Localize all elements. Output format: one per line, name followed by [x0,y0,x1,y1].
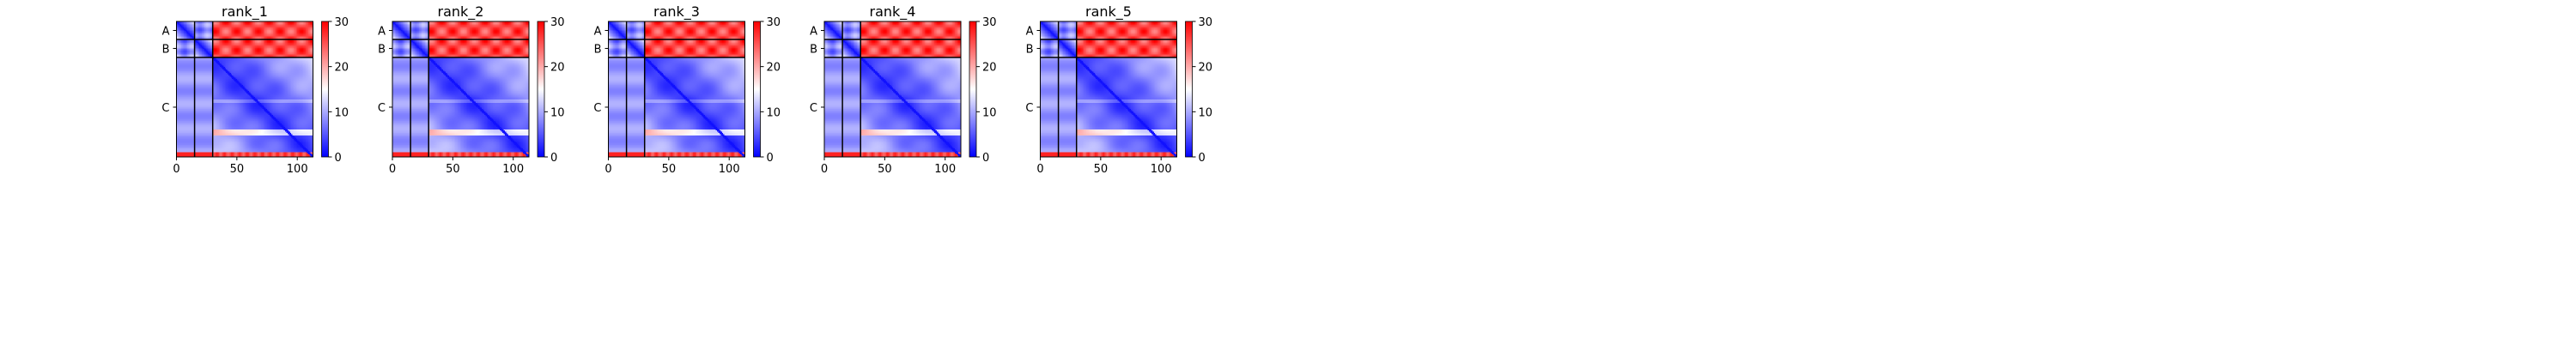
colorbar-tick-label-10: 10 [982,106,997,119]
colorbar [969,21,976,157]
chain-label-B: B [1026,43,1034,56]
colorbar [322,21,329,157]
pae-heatmap [392,21,529,157]
pae-heatmap [824,21,961,157]
colorbar-tick-label-0: 0 [767,152,774,165]
chain-label-A: A [594,25,602,38]
colorbar-tick-label-30: 30 [335,16,349,29]
colorbar-tick-label-10: 10 [335,106,349,119]
colorbar-tick-label-10: 10 [1199,106,1213,119]
colorbar-tick-label-30: 30 [767,16,781,29]
colorbar-tick-label-20: 20 [335,62,349,75]
colorbar-tick-label-0: 0 [982,152,989,165]
x-tick-label-50: 50 [1094,163,1109,176]
x-tick-label-0: 0 [821,163,828,176]
x-tick-label-0: 0 [389,163,396,176]
chain-label-C: C [1025,102,1033,115]
x-tick-label-0: 0 [173,163,179,176]
chain-label-A: A [1026,25,1034,38]
pae-panel-3: rank_3 AB C 0 50 100 0 10 20 30 [593,3,781,176]
colorbar-tick-label-0: 0 [550,152,557,165]
x-tick-label-100: 100 [502,163,524,176]
pae-heatmap [609,21,745,157]
colorbar-tick-label-20: 20 [1199,62,1213,75]
chain-label-B: B [378,43,386,56]
x-tick-label-50: 50 [230,163,245,176]
x-tick-label-100: 100 [934,163,956,176]
chain-label-B: B [594,43,602,56]
x-tick-label-100: 100 [287,163,308,176]
pae-panel-2: rank_2 AB C 0 50 100 0 10 20 30 [378,3,565,176]
x-tick-label-0: 0 [605,163,611,176]
colorbar-tick-label-10: 10 [767,106,781,119]
pae-panel-4: rank_4 AB C 0 50 100 0 10 20 30 [810,3,997,176]
pae-heatmap [177,21,313,157]
chain-label-B: B [162,43,170,56]
colorbar-tick-label-0: 0 [335,152,342,165]
pae-panel-1: rank_1 AB C 0 50 100 0 10 20 30 [161,3,349,176]
chain-label-A: A [162,25,170,38]
panel-title: rank_3 [653,3,700,21]
colorbar [1186,21,1193,157]
panel-title: rank_5 [1085,3,1132,21]
panel-title: rank_1 [222,3,268,21]
colorbar-tick-label-0: 0 [1199,152,1206,165]
chain-label-A: A [378,25,386,38]
colorbar-tick-label-20: 20 [767,62,781,75]
x-tick-label-100: 100 [719,163,740,176]
panel-title: rank_4 [870,3,916,21]
x-tick-label-50: 50 [878,163,892,176]
pae-panel-5: rank_5 AB C 0 50 100 0 10 20 30 [1025,3,1212,176]
chain-label-C: C [378,102,386,115]
x-tick-label-0: 0 [1036,163,1043,176]
colorbar [754,21,761,157]
colorbar-tick-label-20: 20 [982,62,997,75]
colorbar [538,21,544,157]
colorbar-tick-label-30: 30 [982,16,997,29]
colorbar-tick-label-10: 10 [550,106,565,119]
panel-title: rank_2 [438,3,484,21]
pae-heatmap [1041,21,1177,157]
colorbar-tick-label-30: 30 [1199,16,1213,29]
chain-label-B: B [810,43,817,56]
chain-label-C: C [161,102,169,115]
x-tick-label-50: 50 [662,163,677,176]
chain-label-C: C [810,102,817,115]
chain-label-C: C [593,102,601,115]
chain-label-A: A [810,25,817,38]
colorbar-tick-label-30: 30 [550,16,565,29]
x-tick-label-100: 100 [1151,163,1172,176]
x-tick-label-50: 50 [446,163,460,176]
colorbar-tick-label-20: 20 [550,62,565,75]
